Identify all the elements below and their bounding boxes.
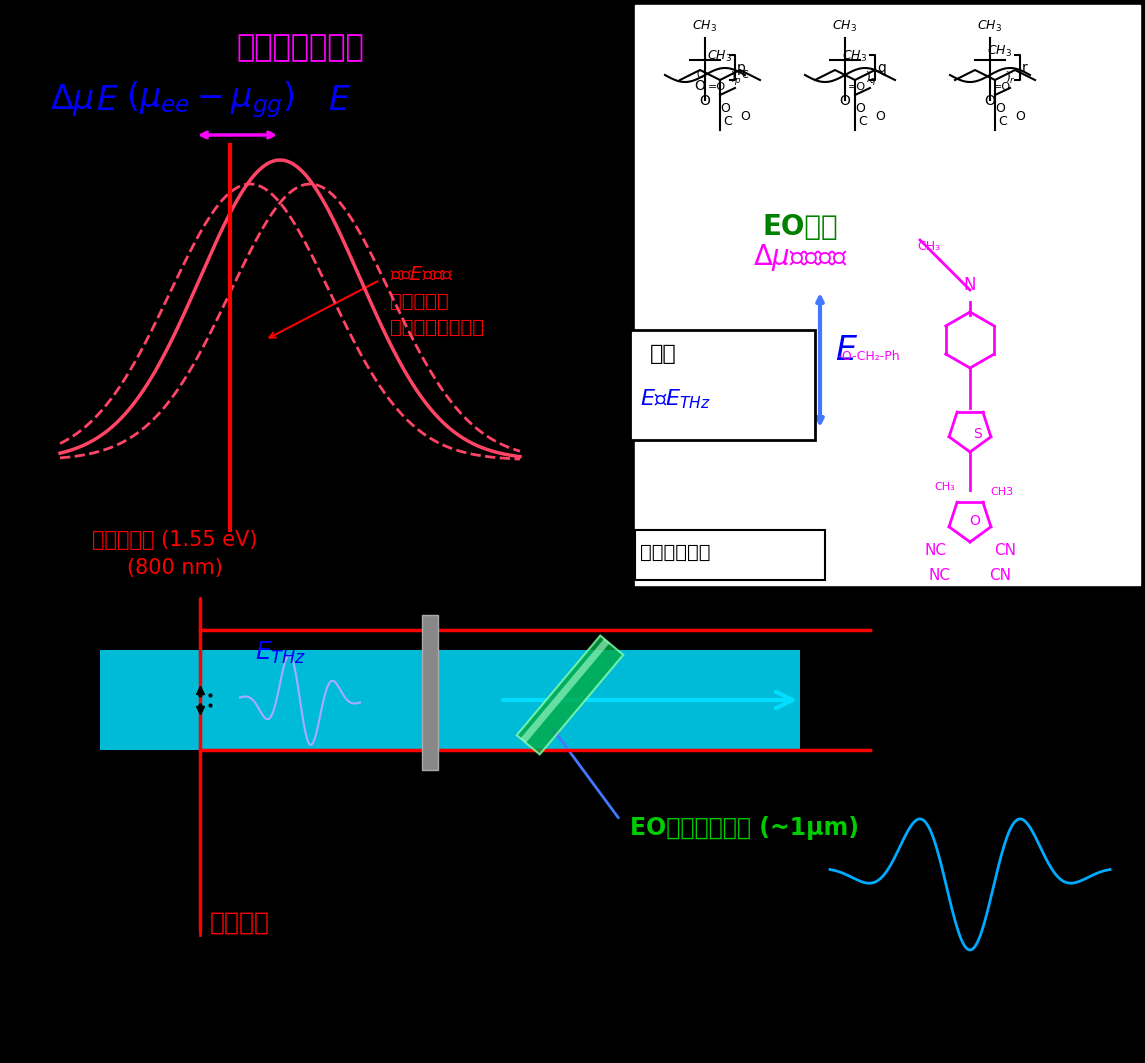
Text: O: O — [985, 94, 995, 108]
Text: O: O — [695, 79, 705, 92]
Text: NC: NC — [929, 568, 951, 583]
Text: O: O — [720, 102, 731, 115]
Text: プローブ光 (1.55 eV)
(800 nm): プローブ光 (1.55 eV) (800 nm) — [93, 530, 258, 578]
Text: =O: =O — [993, 82, 1011, 92]
Text: O: O — [970, 514, 980, 528]
Text: O: O — [855, 102, 864, 115]
Text: 光学遅延: 光学遅延 — [210, 911, 270, 935]
Text: シュタルク効果: シュタルク効果 — [236, 34, 364, 63]
Text: N: N — [964, 276, 977, 294]
Bar — [635, 5, 1140, 585]
Text: O: O — [700, 94, 710, 108]
Text: では: では — [650, 344, 677, 364]
Text: $)_q$: $)_q$ — [864, 70, 877, 88]
Text: $CH_3$: $CH_3$ — [843, 49, 868, 64]
Text: $\Delta\mu$が大きい: $\Delta\mu$が大きい — [752, 242, 847, 273]
Text: S: S — [973, 427, 982, 441]
Bar — [635, 530, 826, 580]
Text: CN: CN — [989, 568, 1011, 583]
Text: r: r — [1022, 61, 1028, 75]
Text: O: O — [740, 109, 750, 123]
Text: C: C — [859, 115, 868, 128]
Text: $(\mu_{ee} - \mu_{gg})$: $(\mu_{ee} - \mu_{gg})$ — [126, 80, 294, 120]
Polygon shape — [516, 636, 623, 755]
Text: $E$: $E$ — [329, 84, 352, 117]
Text: O: O — [1014, 109, 1025, 123]
Text: C: C — [998, 115, 1008, 128]
Text: $CH_3$: $CH_3$ — [693, 19, 718, 34]
Text: =O: =O — [848, 82, 866, 92]
Text: =O: =O — [708, 82, 726, 92]
Text: C: C — [724, 115, 733, 128]
Text: $\mathsf{C}$: $\mathsf{C}$ — [741, 68, 749, 80]
Text: -O-CH₂-Ph: -O-CH₂-Ph — [837, 350, 900, 362]
Text: $CH_3$: $CH_3$ — [832, 19, 858, 34]
Text: CH3: CH3 — [990, 487, 1013, 497]
Text: p: p — [737, 61, 745, 75]
Text: NC: NC — [924, 543, 946, 558]
Bar — [100, 649, 800, 750]
Text: 電場$E$による
吸収の変化
（透過率の変化）: 電場$E$による 吸収の変化 （透過率の変化） — [390, 265, 484, 337]
Text: $\mathsf{C}$: $\mathsf{C}$ — [696, 68, 704, 80]
Text: q: q — [877, 61, 886, 75]
Text: $CH_3$: $CH_3$ — [987, 44, 1012, 60]
Text: $E$: $E$ — [96, 84, 119, 117]
Text: CH₃: CH₃ — [934, 482, 955, 492]
Text: $E$＝$E_{THz}$: $E$＝$E_{THz}$ — [640, 387, 711, 410]
Text: $CH_3$: $CH_3$ — [978, 19, 1003, 34]
Text: EO色素: EO色素 — [763, 213, 838, 241]
Text: $E$: $E$ — [835, 334, 858, 367]
Text: O: O — [839, 94, 851, 108]
Text: $\Delta\mu$: $\Delta\mu$ — [49, 82, 94, 118]
Text: O: O — [995, 102, 1005, 115]
Text: EOポリマー薄膜 (~1μm): EOポリマー薄膜 (~1μm) — [630, 816, 859, 840]
Text: $)_p$: $)_p$ — [731, 70, 742, 88]
Text: $E_{THz}$: $E_{THz}$ — [255, 640, 306, 667]
Text: $CH_3$: $CH_3$ — [708, 49, 733, 64]
Polygon shape — [521, 639, 609, 743]
Bar — [630, 330, 815, 440]
Text: O: O — [875, 109, 885, 123]
Text: CN: CN — [994, 543, 1016, 558]
Bar — [423, 615, 439, 770]
Text: 波検出の原理: 波検出の原理 — [640, 543, 711, 562]
Text: $)_r$: $)_r$ — [1005, 70, 1016, 86]
Text: CH₃: CH₃ — [917, 240, 940, 253]
